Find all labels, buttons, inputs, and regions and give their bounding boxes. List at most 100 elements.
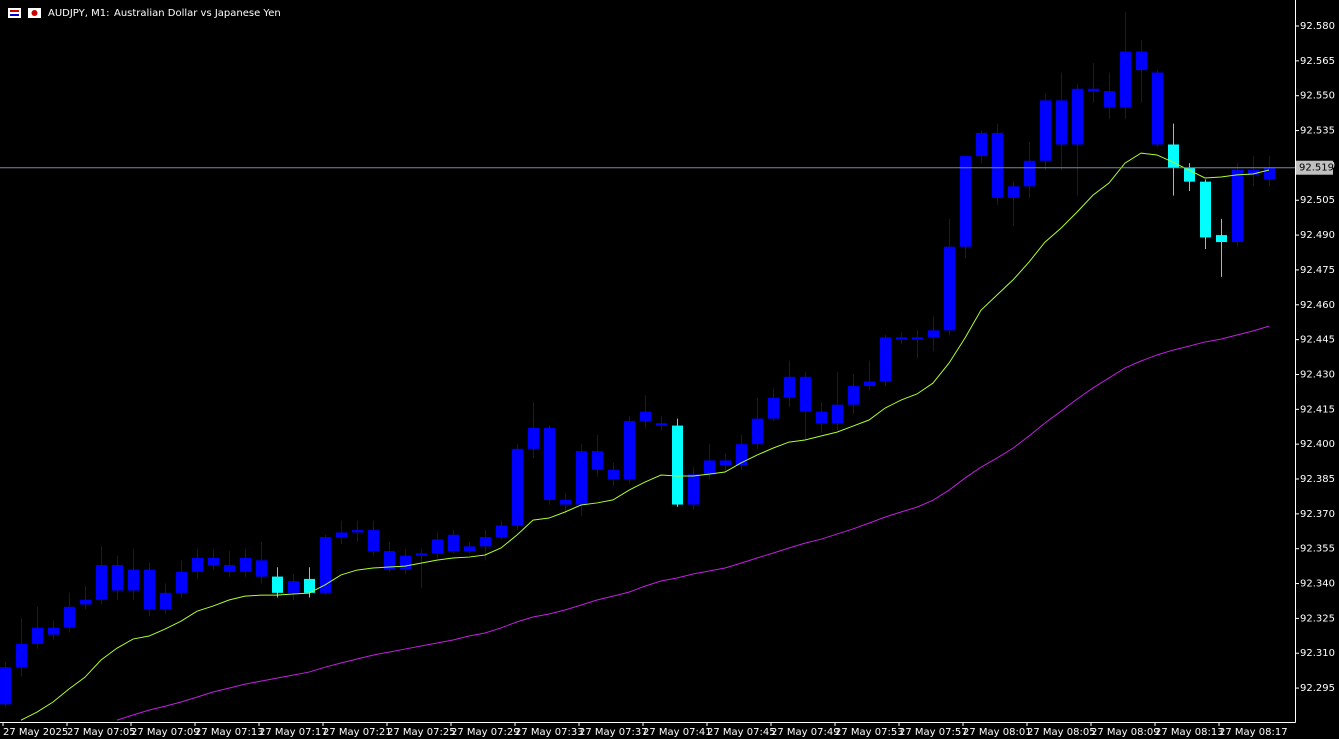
y-tick-label: 92.490 [1300,230,1335,241]
candle-body [208,557,219,565]
symbol: AUDJPY, M1: [48,8,109,19]
candle-body [448,534,459,552]
x-tick-label: 27 May 07:41 [643,727,712,738]
candle-body [32,627,43,644]
candle-body [1024,160,1035,187]
candle-body [512,448,523,526]
y-tick-label: 92.385 [1300,474,1335,485]
x-tick-label: 27 May 2025 [3,727,68,738]
candle-body [1264,167,1275,180]
candle-body [992,132,1003,198]
candle-body [624,420,635,480]
candle-body [880,337,891,382]
candle-body [48,627,59,635]
candle-body [400,555,411,570]
candle-body [1040,100,1051,161]
x-tick-label: 27 May 07:25 [387,727,456,738]
candle-body [256,560,267,577]
candle-body [640,411,651,421]
x-tick-label: 27 May 07:33 [515,727,584,738]
y-tick-label: 92.340 [1300,579,1335,590]
candle-body [896,337,907,340]
candle-body [560,499,571,505]
candle-body [752,418,763,445]
x-tick-label: 27 May 07:29 [451,727,520,738]
x-tick-label: 27 May 08:05 [1027,727,1096,738]
x-tick-label: 27 May 08:17 [1219,727,1288,738]
candle-body [224,564,235,572]
description: Australian Dollar vs Japanese Yen [114,8,281,19]
candle-body [480,537,491,547]
x-tick-label: 27 May 07:21 [323,727,392,738]
symbol-icons [8,8,41,18]
candle-body [416,553,427,556]
candle-body [768,397,779,419]
icon-dot [31,10,38,16]
icon-stripe [10,10,19,12]
x-tick-label: 27 May 07:57 [899,727,968,738]
candle-body [848,386,859,405]
y-tick-label: 92.310 [1300,648,1335,659]
y-tick-label: 92.415 [1300,404,1335,415]
x-tick-label: 27 May 07:09 [131,727,200,738]
candle-body [144,569,155,610]
x-tick-label: 27 May 07:17 [259,727,328,738]
candle-body [688,474,699,505]
icon-stripe [10,14,19,16]
candle-body [1216,235,1227,243]
candle-body [1056,100,1067,145]
candle-body [64,606,75,628]
y-tick-label: 92.325 [1300,613,1335,624]
candle-body [1248,170,1259,175]
y-tick-label: 92.400 [1300,439,1335,450]
candle-body [96,564,107,600]
icon [8,8,21,18]
candle-body [128,569,139,591]
price-label: 92.519 [1299,163,1334,174]
candle-body [192,557,203,572]
candle-body [1152,72,1163,145]
y-tick-label: 92.505 [1300,195,1335,206]
y-tick-label: 92.550 [1300,91,1335,102]
candle-body [1168,144,1179,168]
candle-body [944,246,955,331]
candle-body [1232,170,1243,243]
moving-average [20,152,1270,721]
y-tick-label: 92.355 [1300,544,1335,555]
candle-body [736,444,747,466]
y-tick-label: 92.445 [1300,335,1335,346]
candle-body [80,599,91,605]
y-tick-label: 92.475 [1300,265,1335,276]
x-tick-label: 27 May 08:01 [963,727,1032,738]
candle-body [1072,88,1083,145]
candle-body [704,460,715,475]
x-tick-label: 27 May 07:05 [67,727,136,738]
candle-body [544,427,555,500]
candle-body [384,551,395,570]
candle-body [960,156,971,247]
candle-body [784,376,795,398]
y-tick-label: 92.430 [1300,369,1335,380]
candle-body [0,667,11,705]
candle-body [464,546,475,552]
candle-body [272,576,283,593]
candle-body [1120,51,1131,108]
candle-body [368,530,379,552]
candle-body [16,643,27,668]
x-tick-label: 27 May 08:13 [1155,727,1224,738]
candle-body [160,592,171,610]
candle-body [1008,186,1019,198]
candle-body [800,376,811,412]
candle-body [432,539,443,554]
candle-body [576,451,587,505]
candle-body [1136,51,1147,71]
candle-body [336,532,347,538]
candle-body [608,469,619,480]
candle-body [1088,88,1099,92]
moving-average [116,325,1270,721]
x-tick-label: 27 May 07:45 [707,727,776,738]
candle-body [112,564,123,591]
